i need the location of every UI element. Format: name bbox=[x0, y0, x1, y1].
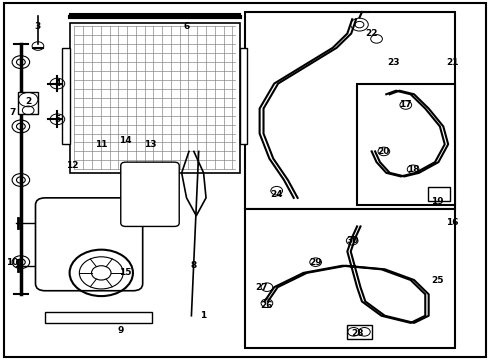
Text: 20: 20 bbox=[378, 147, 390, 156]
Text: 16: 16 bbox=[446, 219, 458, 228]
Text: 22: 22 bbox=[366, 29, 378, 38]
Text: 25: 25 bbox=[431, 275, 444, 284]
FancyBboxPatch shape bbox=[121, 162, 179, 226]
Text: 1: 1 bbox=[200, 311, 207, 320]
Bar bbox=[347, 325, 372, 339]
Text: 3: 3 bbox=[35, 22, 41, 31]
Text: 4: 4 bbox=[54, 79, 61, 88]
Text: 21: 21 bbox=[446, 58, 458, 67]
Bar bbox=[245, 12, 455, 208]
Text: 17: 17 bbox=[399, 100, 412, 109]
FancyBboxPatch shape bbox=[4, 3, 486, 357]
Bar bbox=[357, 84, 455, 205]
Text: 8: 8 bbox=[191, 261, 197, 270]
Text: 18: 18 bbox=[407, 165, 419, 174]
Text: 26: 26 bbox=[261, 301, 273, 310]
FancyBboxPatch shape bbox=[35, 198, 143, 291]
Text: 6: 6 bbox=[183, 22, 190, 31]
Text: 30: 30 bbox=[346, 236, 358, 245]
Bar bbox=[70, 23, 240, 173]
Text: 27: 27 bbox=[256, 283, 269, 292]
Bar bbox=[19, 93, 38, 114]
Text: 12: 12 bbox=[66, 161, 78, 170]
Bar bbox=[62, 48, 70, 144]
Text: 7: 7 bbox=[9, 108, 15, 117]
Text: 28: 28 bbox=[351, 329, 363, 338]
Text: 2: 2 bbox=[25, 97, 31, 106]
Text: 19: 19 bbox=[431, 197, 444, 206]
Bar bbox=[45, 312, 152, 323]
Bar bbox=[428, 187, 450, 202]
Bar bbox=[240, 48, 247, 144]
Text: 9: 9 bbox=[118, 325, 124, 334]
Text: 24: 24 bbox=[270, 190, 283, 199]
Text: 11: 11 bbox=[95, 140, 107, 149]
Text: 10: 10 bbox=[6, 258, 18, 267]
Text: 23: 23 bbox=[388, 58, 400, 67]
Text: 5: 5 bbox=[54, 115, 61, 124]
Bar bbox=[245, 208, 455, 348]
Text: 13: 13 bbox=[144, 140, 156, 149]
Text: 29: 29 bbox=[309, 258, 322, 267]
Text: 15: 15 bbox=[120, 268, 132, 277]
Text: 14: 14 bbox=[120, 136, 132, 145]
